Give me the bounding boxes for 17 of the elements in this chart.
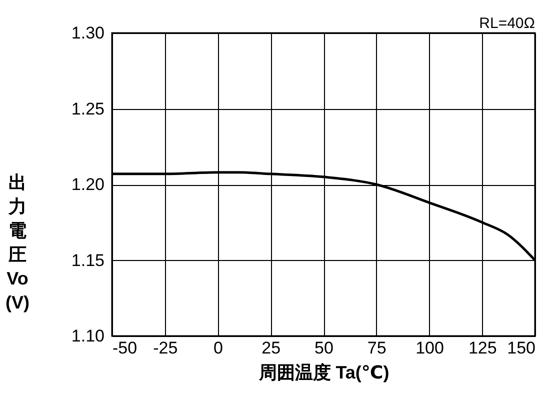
y-tick-label: 1.10 xyxy=(71,326,104,346)
x-tick-label: 50 xyxy=(314,338,334,358)
text: RL=40Ω xyxy=(479,15,535,32)
y-tick-label: 1.25 xyxy=(71,99,104,118)
x-tick-label: 75 xyxy=(367,338,386,358)
x-tick-label: -25 xyxy=(153,338,178,358)
y-tick-label: 1.20 xyxy=(71,175,104,194)
x-tick-label: -50 xyxy=(112,338,138,358)
x-tick-label: 100 xyxy=(416,338,444,358)
y-axis-title: 出力電圧 Vo (V) xyxy=(6,172,30,312)
x-tick-label: 0 xyxy=(214,338,223,358)
y-tick-label: 1.15 xyxy=(71,250,104,270)
x-tick-label: 25 xyxy=(262,338,281,358)
x-axis-title: 周囲温度 Ta(℃) xyxy=(258,362,390,382)
y-tick-label: 1.30 xyxy=(71,24,104,42)
x-tick-label: 150 xyxy=(507,338,536,358)
x-tick-label: 125 xyxy=(468,338,497,358)
